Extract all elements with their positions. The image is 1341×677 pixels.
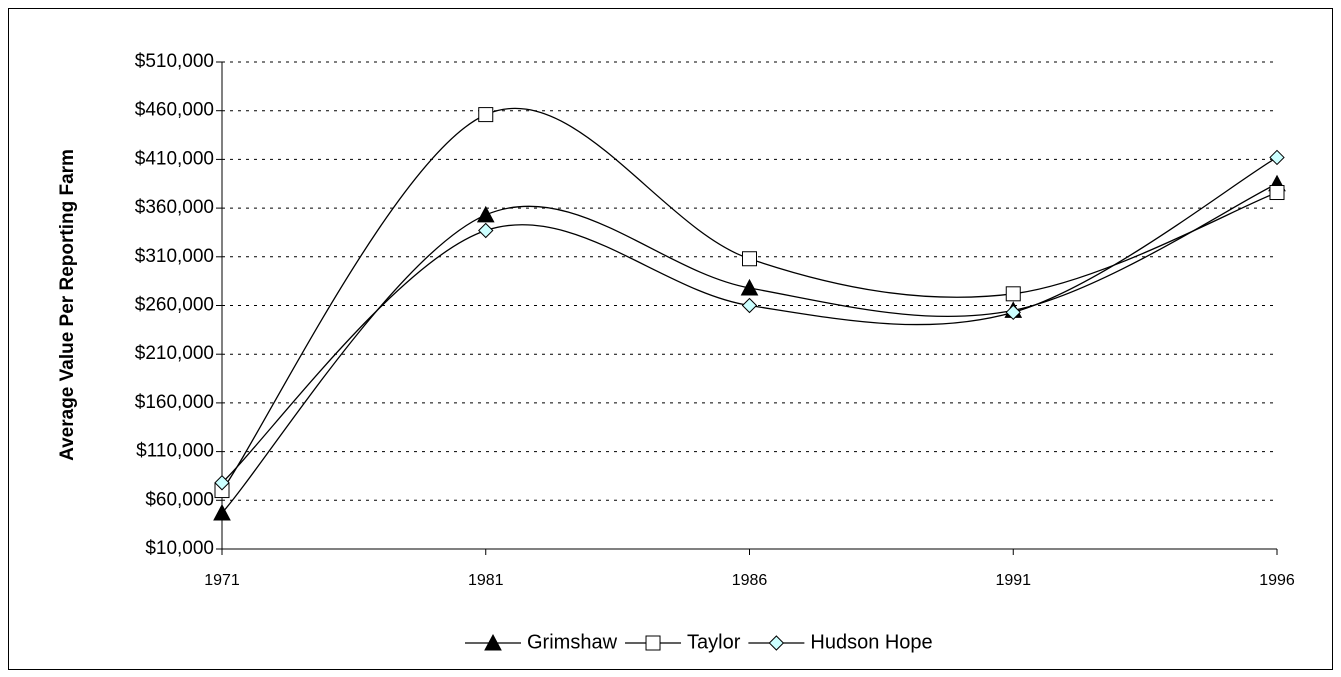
y-tick-label: $460,000 [135,100,214,121]
y-tick-label: $210,000 [135,343,214,364]
marker [742,251,757,267]
chart-border [8,8,1333,670]
marker [478,107,494,123]
marker [1269,149,1285,166]
marker [213,503,231,521]
marker [740,278,759,296]
marker [1005,304,1021,321]
marker [768,635,785,651]
y-tick-label: $410,000 [135,148,214,169]
series-line [221,156,1278,484]
marker [476,205,495,223]
y-tick-label: $160,000 [135,392,214,413]
legend-item: Taylor [625,631,741,653]
y-axis-title: Average Value Per Reporting Farm [57,149,78,461]
legend-label: Taylor [687,631,741,653]
series-line [221,183,1278,514]
x-tick-label: 1986 [732,572,768,589]
legend-label: Grimshaw [527,631,618,653]
marker [478,222,494,239]
series-line [221,107,1278,491]
x-tick-label: 1996 [1259,572,1295,589]
y-tick-label: $60,000 [145,489,214,510]
x-tick-label: 1971 [204,572,240,589]
marker [1005,286,1021,302]
x-tick-label: 1991 [995,572,1031,589]
marker [214,475,230,491]
marker [741,297,758,314]
y-tick-label: $110,000 [136,441,214,462]
y-tick-label: $510,000 [135,51,214,72]
legend-item: Grimshaw [465,631,618,653]
legend-item: Hudson Hope [748,631,933,653]
marker [1269,185,1285,201]
marker [484,633,502,651]
y-tick-label: $260,000 [135,295,214,316]
marker [645,635,661,651]
x-tick-label: 1981 [468,572,504,589]
y-tick-label: $10,000 [145,538,214,559]
legend-label: Hudson Hope [810,631,932,653]
y-tick-label: $360,000 [135,197,214,218]
y-tick-label: $310,000 [135,246,214,267]
